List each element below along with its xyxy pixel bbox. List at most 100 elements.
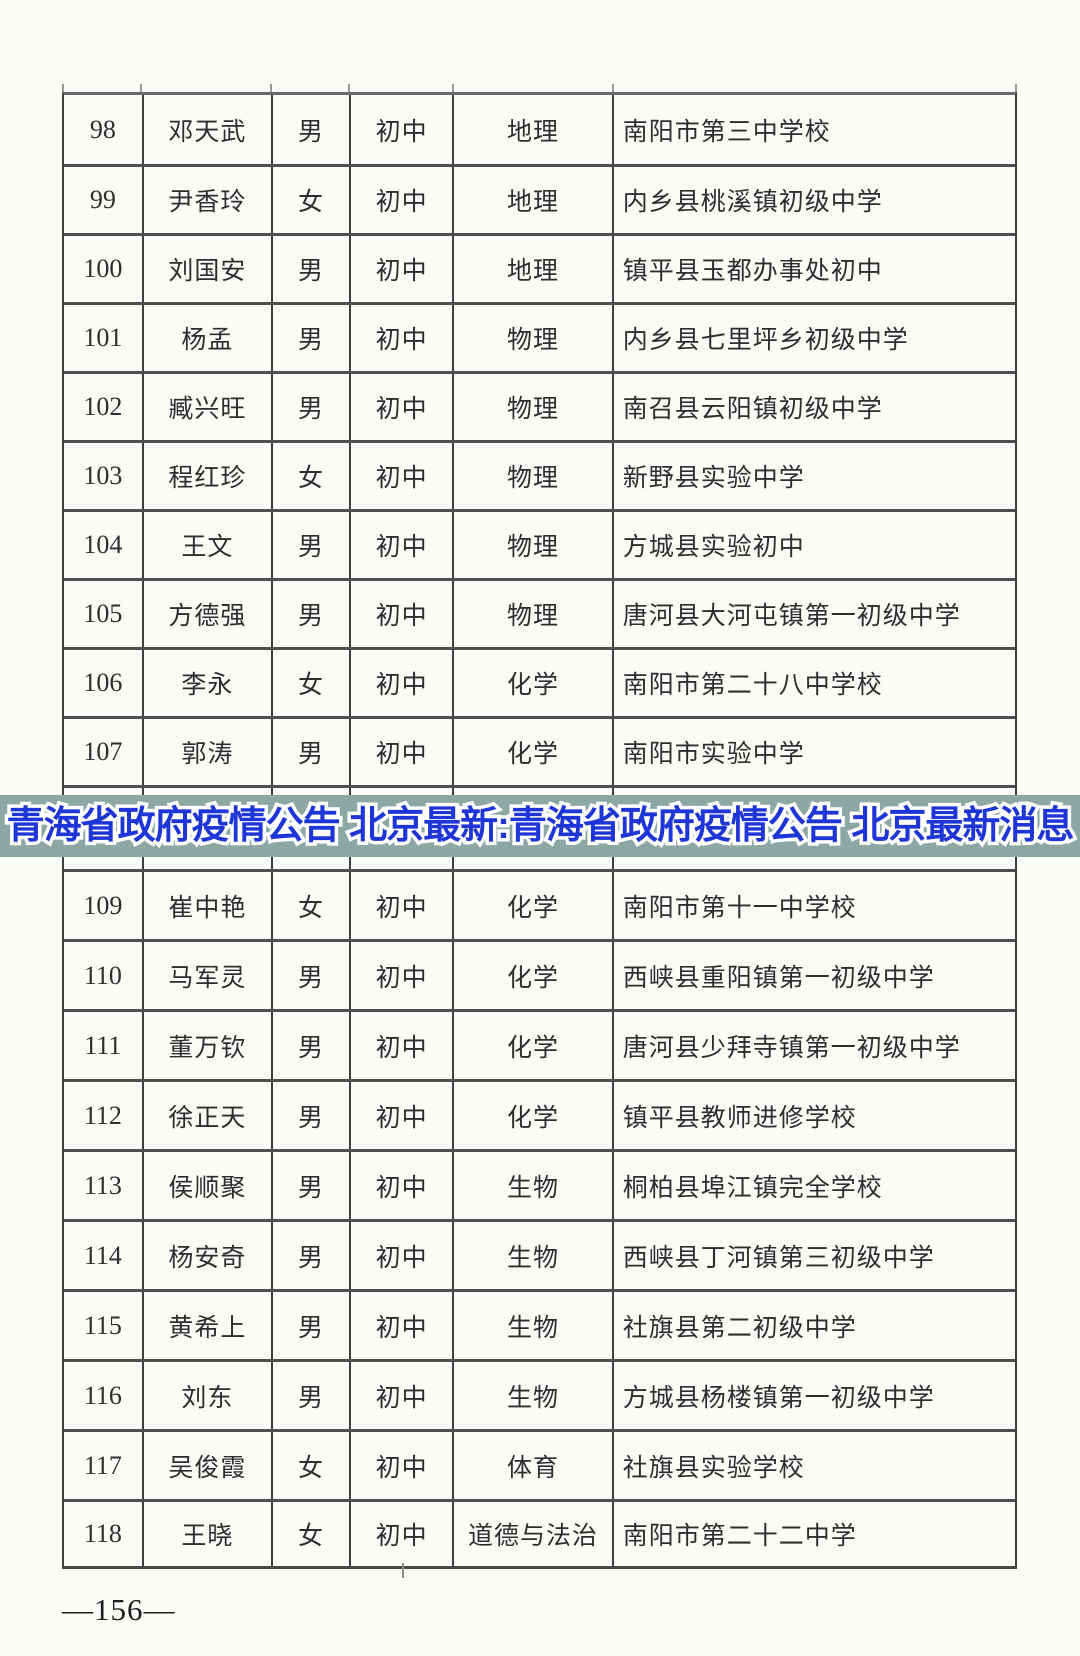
cell-school: 社旗县第二初级中学: [611, 1292, 1015, 1359]
cell-school: 南阳市第三中学校: [611, 95, 1015, 164]
cell-name: 刘国安: [141, 236, 271, 302]
cell-number: 100: [83, 254, 123, 283]
scan-artifact-tick: [270, 84, 272, 92]
cell-school: 新野县实验中学: [611, 443, 1015, 509]
cell-number: 112: [83, 1100, 122, 1130]
cell-name: 李永: [141, 650, 271, 716]
cell-number: 116: [83, 1380, 122, 1410]
cell-gender: 男: [271, 1012, 349, 1079]
cell-school: 方城县实验初中: [611, 512, 1015, 578]
cell-subject: 化学: [452, 1012, 611, 1079]
cell-subject: 道德与法治: [452, 1502, 611, 1566]
cell-school: 南阳市实验中学: [611, 719, 1015, 785]
cell-gender: 男: [271, 1222, 349, 1289]
cell-subject: 物理: [452, 443, 611, 509]
cell-subject: 生物: [452, 1222, 611, 1289]
teachers-table: 98 邓天武 男 初中 地理 南阳市第三中学校 99 尹香玲 女 初中 地理 内…: [62, 92, 1017, 1569]
cell-number: 103: [83, 461, 123, 490]
cell-gender: 男: [271, 512, 349, 578]
cell-stage: 初中: [348, 236, 453, 302]
table-row: 115 黄希上 男 初中 生物 社旗县第二初级中学: [64, 1289, 1015, 1359]
cell-school: 镇平县教师进修学校: [611, 1082, 1015, 1149]
table-row: 116 刘东 男 初中 生物 方城县杨楼镇第一初级中学: [64, 1359, 1015, 1429]
cell-number: 110: [83, 960, 122, 990]
overlay-banner: 青海省政府疫情公告 北京最新:青海省政府疫情公告 北京最新消息: [0, 795, 1080, 857]
table-row: 113 侯顺聚 男 初中 生物 桐柏县埠江镇完全学校: [64, 1149, 1015, 1219]
cell-subject: 物理: [452, 374, 611, 440]
cell-number: 99: [89, 185, 116, 214]
scan-artifact-tick: [348, 84, 350, 92]
table-row: 118 王晓 女 初中 道德与法治 南阳市第二十二中学: [64, 1499, 1015, 1566]
cell-stage: 初中: [348, 650, 453, 716]
cell-school: 西峡县丁河镇第三初级中学: [611, 1222, 1015, 1289]
table-row: 109 崔中艳 女 初中 化学 南阳市第十一中学校: [64, 869, 1015, 939]
cell-stage: 初中: [348, 167, 453, 233]
cell-gender: 女: [271, 443, 349, 509]
cell-school: 桐柏县埠江镇完全学校: [611, 1152, 1015, 1219]
cell-gender: 女: [271, 167, 349, 233]
table-row: 103 程红珍 女 初中 物理 新野县实验中学: [64, 440, 1015, 509]
cell-gender: 女: [271, 1502, 349, 1566]
cell-stage: 初中: [348, 872, 453, 939]
cell-subject: 化学: [452, 942, 611, 1009]
cell-subject: 生物: [452, 1152, 611, 1219]
table-row: 99 尹香玲 女 初中 地理 内乡县桃溪镇初级中学: [64, 164, 1015, 233]
cell-name: 刘东: [141, 1362, 271, 1429]
cell-stage: 初中: [348, 719, 453, 785]
cell-subject: 生物: [452, 1292, 611, 1359]
cell-school: 唐河县大河屯镇第一初级中学: [611, 581, 1015, 647]
cell-name: 黄希上: [141, 1292, 271, 1359]
scan-artifact-tick: [140, 84, 142, 92]
cell-school: 内乡县桃溪镇初级中学: [611, 167, 1015, 233]
cell-number: 104: [83, 530, 123, 559]
cell-stage: 初中: [348, 1012, 453, 1079]
table-row: 98 邓天武 男 初中 地理 南阳市第三中学校: [64, 95, 1015, 164]
cell-name: 王文: [141, 512, 271, 578]
cell-number: 102: [83, 392, 123, 421]
cell-name: 臧兴旺: [141, 374, 271, 440]
cell-name: 王晓: [141, 1502, 271, 1566]
cell-subject: 化学: [452, 719, 611, 785]
table-row: 102 臧兴旺 男 初中 物理 南召县云阳镇初级中学: [64, 371, 1015, 440]
cell-subject: 化学: [452, 872, 611, 939]
cell-subject: 物理: [452, 512, 611, 578]
cell-school: 西峡县重阳镇第一初级中学: [611, 942, 1015, 1009]
cell-name: 郭涛: [141, 719, 271, 785]
cell-gender: 男: [271, 1362, 349, 1429]
cell-stage: 初中: [348, 443, 453, 509]
cell-number: 101: [83, 323, 123, 352]
cell-school: 内乡县七里坪乡初级中学: [611, 305, 1015, 371]
cell-gender: 女: [271, 650, 349, 716]
table-row: 107 郭涛 男 初中 化学 南阳市实验中学: [64, 716, 1015, 785]
cell-school: 南阳市第十一中学校: [611, 872, 1015, 939]
cell-number: 107: [83, 737, 123, 766]
table-row: 104 王文 男 初中 物理 方城县实验初中: [64, 509, 1015, 578]
cell-gender: 男: [271, 305, 349, 371]
table-row: 111 董万钦 男 初中 化学 唐河县少拜寺镇第一初级中学: [64, 1009, 1015, 1079]
table-row: 112 徐正天 男 初中 化学 镇平县教师进修学校: [64, 1079, 1015, 1149]
scan-artifact-tick: [62, 84, 64, 92]
table-row: 106 李永 女 初中 化学 南阳市第二十八中学校: [64, 647, 1015, 716]
cell-gender: 女: [271, 872, 349, 939]
cell-subject: 物理: [452, 581, 611, 647]
cell-name: 董万钦: [141, 1012, 271, 1079]
scan-artifact-tick: [452, 84, 454, 92]
cell-number: 117: [83, 1450, 122, 1480]
cell-name: 邓天武: [141, 95, 271, 164]
cell-gender: 男: [271, 581, 349, 647]
cell-subject: 生物: [452, 1362, 611, 1429]
cell-subject: 地理: [452, 236, 611, 302]
cell-subject: 地理: [452, 95, 611, 164]
cell-stage: 初中: [348, 942, 453, 1009]
table-row: 105 方德强 男 初中 物理 唐河县大河屯镇第一初级中学: [64, 578, 1015, 647]
cell-number: 98: [89, 114, 116, 144]
scan-artifact-tick: [1015, 84, 1017, 92]
cell-name: 方德强: [141, 581, 271, 647]
cell-number: 114: [83, 1240, 122, 1270]
cell-stage: 初中: [348, 95, 453, 164]
scan-artifact-stub: [402, 1563, 404, 1578]
cell-school: 南阳市第二十八中学校: [611, 650, 1015, 716]
cell-subject: 地理: [452, 167, 611, 233]
cell-stage: 初中: [348, 512, 453, 578]
cell-school: 方城县杨楼镇第一初级中学: [611, 1362, 1015, 1429]
